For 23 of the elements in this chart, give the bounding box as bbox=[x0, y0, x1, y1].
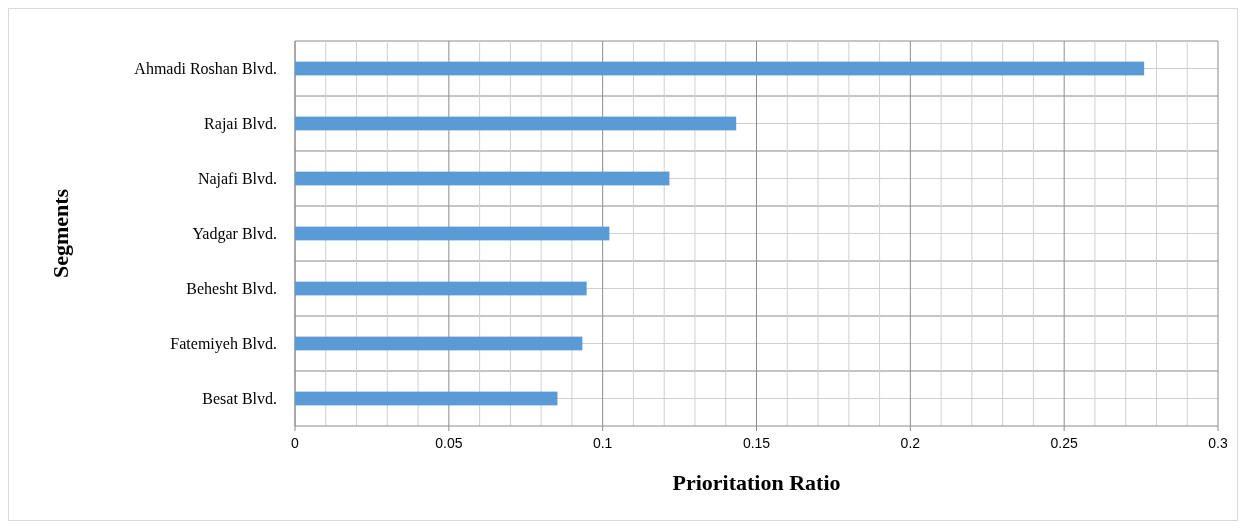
y-tick-label: Fatemiyeh Blvd. bbox=[170, 335, 277, 354]
bar bbox=[295, 226, 610, 241]
x-tick-label: 0.2 bbox=[900, 435, 921, 451]
y-tick-label: Ahmadi Roshan Blvd. bbox=[134, 60, 277, 78]
bar bbox=[295, 171, 670, 186]
y-tick-label: Rajai Blvd. bbox=[204, 115, 277, 134]
x-axis-title: Prioritation Ratio bbox=[672, 470, 841, 495]
x-tick-label: 0.3 bbox=[1208, 435, 1228, 451]
x-tick-label: 0 bbox=[291, 435, 300, 451]
y-tick-label: Behesht Blvd. bbox=[186, 280, 277, 298]
bar bbox=[295, 116, 737, 131]
bar bbox=[295, 281, 587, 296]
x-tick-label: 0.15 bbox=[742, 435, 771, 451]
y-tick-label: Yadgar Blvd. bbox=[192, 225, 277, 244]
y-tick-label: Najafi Blvd. bbox=[197, 170, 277, 189]
y-tick-label: Besat Blvd. bbox=[202, 390, 277, 408]
y-axis-title: Segments bbox=[48, 188, 73, 279]
bar bbox=[295, 61, 1145, 76]
x-tick-label: 0.25 bbox=[1050, 435, 1078, 451]
bar bbox=[295, 336, 583, 351]
bar bbox=[295, 391, 558, 406]
x-tick-label: 0.05 bbox=[435, 435, 463, 451]
x-tick-label: 0.1 bbox=[592, 435, 613, 451]
